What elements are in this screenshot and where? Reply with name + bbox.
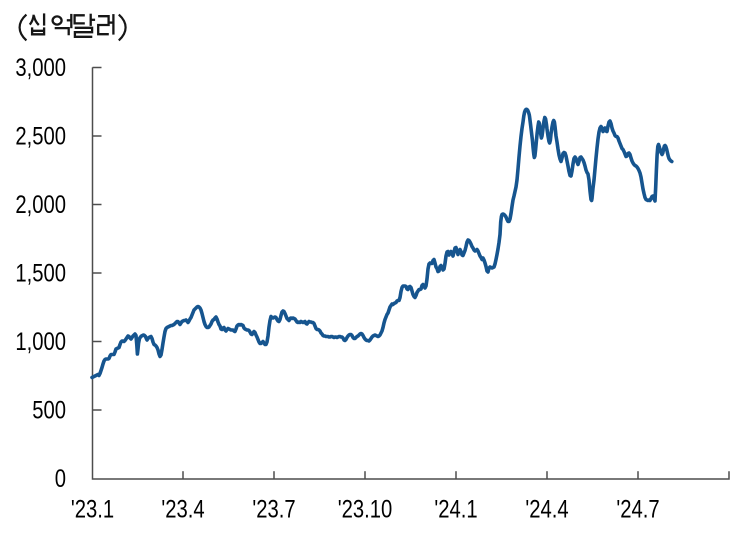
svg-text:'24.7: '24.7: [616, 494, 659, 523]
svg-text:3,000: 3,000: [15, 53, 66, 82]
svg-text:2,500: 2,500: [15, 121, 66, 150]
svg-text:2,000: 2,000: [15, 190, 66, 219]
svg-text:'24.4: '24.4: [525, 494, 568, 523]
svg-text:500: 500: [32, 395, 66, 424]
svg-text:'23.10: '23.10: [338, 494, 393, 523]
svg-text:1,500: 1,500: [15, 258, 66, 287]
svg-text:'24.1: '24.1: [434, 494, 477, 523]
svg-text:1,000: 1,000: [15, 327, 66, 356]
svg-text:0: 0: [55, 464, 66, 493]
svg-text:'23.7: '23.7: [252, 494, 295, 523]
svg-text:'23.4: '23.4: [161, 494, 204, 523]
svg-text:'23.1: '23.1: [71, 494, 114, 523]
